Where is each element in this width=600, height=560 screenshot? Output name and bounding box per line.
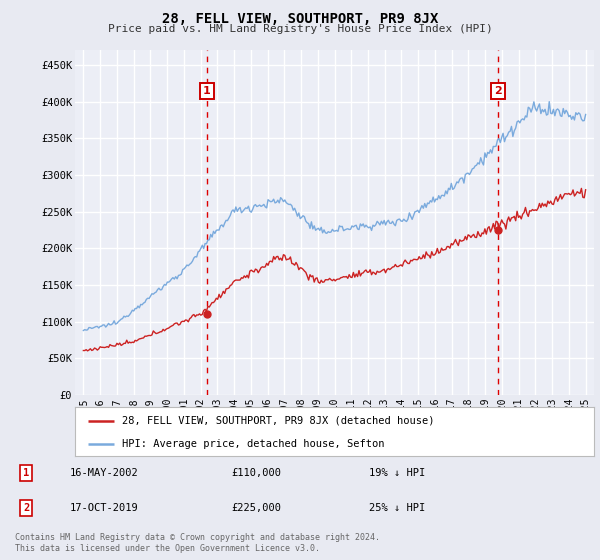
Text: 25% ↓ HPI: 25% ↓ HPI	[369, 503, 425, 513]
Text: 1: 1	[23, 468, 29, 478]
Text: 2: 2	[23, 503, 29, 513]
Text: 28, FELL VIEW, SOUTHPORT, PR9 8JX: 28, FELL VIEW, SOUTHPORT, PR9 8JX	[162, 12, 438, 26]
Text: 2: 2	[494, 86, 502, 96]
Text: 28, FELL VIEW, SOUTHPORT, PR9 8JX (detached house): 28, FELL VIEW, SOUTHPORT, PR9 8JX (detac…	[122, 416, 434, 426]
Text: 17-OCT-2019: 17-OCT-2019	[70, 503, 139, 513]
Text: 16-MAY-2002: 16-MAY-2002	[70, 468, 139, 478]
Text: £225,000: £225,000	[231, 503, 281, 513]
Text: £110,000: £110,000	[231, 468, 281, 478]
Text: Price paid vs. HM Land Registry's House Price Index (HPI): Price paid vs. HM Land Registry's House …	[107, 24, 493, 34]
Text: 1: 1	[203, 86, 211, 96]
Text: Contains HM Land Registry data © Crown copyright and database right 2024.
This d: Contains HM Land Registry data © Crown c…	[15, 533, 380, 553]
Text: HPI: Average price, detached house, Sefton: HPI: Average price, detached house, Seft…	[122, 439, 384, 449]
Text: 19% ↓ HPI: 19% ↓ HPI	[369, 468, 425, 478]
